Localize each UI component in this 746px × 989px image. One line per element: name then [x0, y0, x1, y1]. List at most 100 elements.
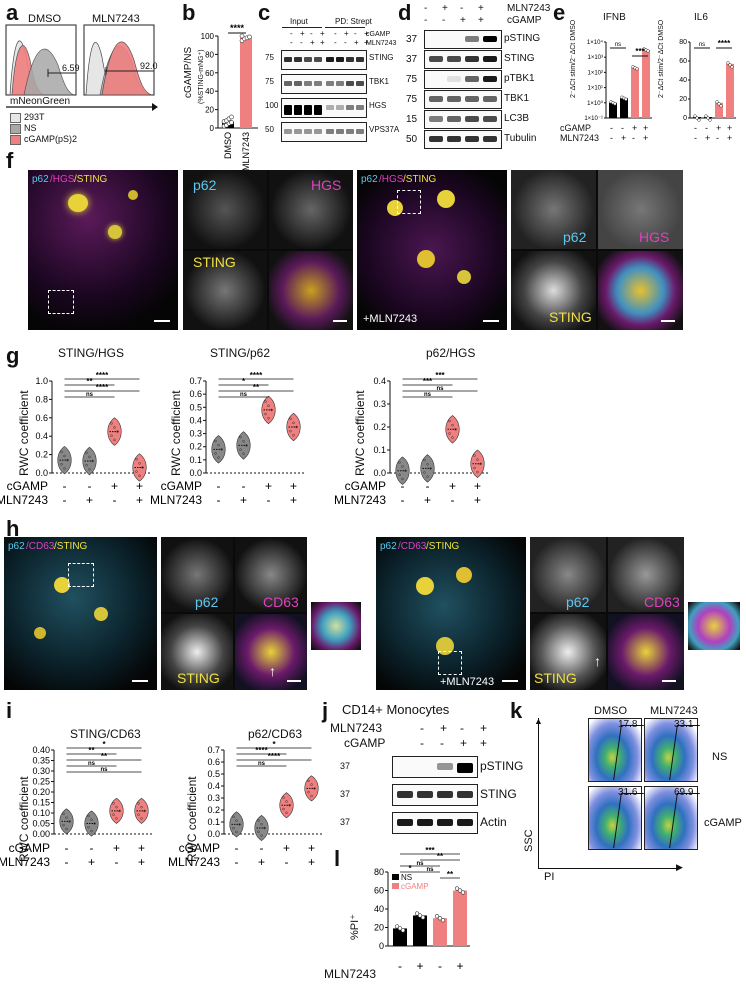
g1-sign: +: [136, 479, 143, 493]
c-sign: -: [310, 29, 313, 38]
i2-ytick: 0.5: [207, 769, 220, 779]
i1-sign: -: [65, 855, 69, 869]
panel-label-c: c: [258, 0, 271, 25]
k-col-dmso: DMSO: [594, 705, 627, 717]
i2-ytick: 0.1: [207, 817, 220, 827]
k-gate-value: 31.6: [618, 787, 638, 798]
b-ylabel: cGAMP/NS: [183, 46, 194, 98]
b-ytick-label: 0: [210, 124, 215, 133]
c-sign: +: [310, 38, 315, 47]
e-il6-ytick: 80: [679, 39, 687, 46]
d-mw-label: 37: [406, 34, 418, 45]
i2-sign: -: [235, 855, 239, 869]
g1-sig: ns: [86, 392, 94, 398]
i2-ytick: 0.3: [207, 793, 220, 803]
i2-ytick: 0.7: [207, 745, 220, 755]
g3-sig: ***: [435, 371, 445, 380]
k-dot-plot: [644, 718, 700, 782]
e-ifnb-sig: ***: [635, 47, 645, 56]
j-mw-label: 37: [340, 789, 351, 799]
g1-sign: +: [86, 493, 93, 507]
f-mln-merge-image: p62 /HGS /STING +MLN7243: [357, 170, 507, 330]
e-title-ifnb: IFNB: [603, 12, 626, 23]
g2-sig: *: [242, 377, 246, 386]
c-blot-label: VPS37A: [369, 125, 400, 134]
d-sign: -: [424, 3, 428, 14]
i1-sig: **: [88, 746, 95, 755]
h-arrow-icon: ↑: [269, 663, 276, 679]
legend-swatch-293t: [10, 112, 21, 123]
g3-sign: +: [474, 493, 481, 507]
b-point: [229, 120, 234, 125]
e-sign: -: [716, 133, 719, 143]
c-blot-label: TBK1: [369, 77, 390, 86]
g3-sign: +: [474, 479, 481, 493]
c-blot-vps37a: [281, 122, 367, 142]
g2-sign: -: [217, 493, 221, 507]
j-blot-actin: [392, 812, 478, 834]
c-sign: -: [344, 38, 347, 47]
g1-sig: ****: [96, 371, 109, 380]
j-sign: -: [440, 736, 444, 750]
l-sig: ns: [426, 867, 434, 873]
c-sign: +: [364, 29, 369, 38]
chart-i: 0.000.050.100.150.200.250.300.350.40****…: [0, 740, 324, 869]
l-sig: *: [408, 864, 412, 873]
k-yaxis-arrow-icon: ▲: [534, 716, 543, 726]
i1-ytick: 0.15: [32, 798, 50, 808]
g2-ytick: 0.2: [189, 442, 202, 452]
g2-row-label: cGAMP: [161, 479, 202, 493]
i1-ytick: 0.30: [32, 766, 50, 776]
b-point: [229, 114, 234, 120]
i2-sig: ****: [255, 746, 268, 755]
i2-ytick: 0.0: [207, 829, 220, 839]
d-sign: +: [442, 3, 448, 14]
c-sign: -: [334, 29, 337, 38]
g2-ytick: 0.4: [189, 415, 202, 425]
d-mw-label: 50: [406, 134, 418, 145]
c-sign: +: [320, 29, 325, 38]
c-blot-stack: 75 STING 75 TBK1 100 HGS 50 VPS37A: [265, 50, 400, 148]
d-blot-label: Tubulin: [504, 133, 537, 144]
e-sign: +: [643, 133, 649, 143]
k-dot-plot: [644, 786, 700, 850]
g2-sign: +: [290, 479, 297, 493]
i1-row-label: cGAMP: [9, 841, 50, 855]
h-condition-label: +MLN7243: [440, 676, 495, 688]
b-bar: [240, 37, 252, 129]
i1-ytick: 0.10: [32, 808, 50, 818]
g3-ytick: 0.1: [373, 445, 386, 455]
g1-row-label: cGAMP: [7, 479, 48, 493]
e-ifnb-bar: [642, 49, 650, 119]
f-merge-title-p62: p62: [32, 174, 49, 185]
b-category-label: DMSO: [223, 132, 233, 159]
flow-legend: 293T NS cGAMP(pS)2: [10, 112, 77, 145]
e-il6-ytick: 20: [679, 96, 687, 103]
l-ytick: 80: [374, 867, 384, 877]
chart-b: 0 20 40 60 80 100 DMSO MLN7243 ****: [201, 23, 258, 171]
j-sign: +: [480, 736, 488, 750]
i2-sign: -: [235, 841, 239, 855]
h-mln-channel-sting: STING: [534, 670, 577, 686]
g3-row-label: cGAMP: [345, 479, 386, 493]
c-sign: +: [344, 29, 349, 38]
f-dmso-zoom-grid: p62 HGS STING: [183, 170, 353, 330]
i2-ytick: 0.4: [207, 781, 220, 791]
g1-ytick: 0.0: [35, 468, 48, 478]
e-il6-sig: ****: [718, 39, 731, 48]
i2-sig: ns: [258, 761, 266, 767]
h-dmso-merge-image: p62 /CD63 /STING: [4, 537, 157, 690]
e-sign: +: [621, 133, 627, 143]
h-mln-arrow-icon: ↑: [594, 653, 601, 669]
g1-sign: -: [63, 493, 67, 507]
l-sig: **: [437, 852, 444, 861]
d-blot-label: TBK1: [504, 93, 530, 104]
i2-row-label: MLN7243: [168, 855, 220, 869]
c-sign: +: [354, 38, 359, 47]
e-sign: -: [694, 133, 697, 143]
h-mln-zoom-grid: p62 CD63 STING ↑: [530, 537, 684, 690]
f-condition-label: +MLN7243: [363, 313, 418, 325]
panel-label-b: b: [182, 0, 196, 25]
b-ytick-label: 60: [205, 69, 214, 78]
k-col-mln: MLN7243: [650, 705, 698, 717]
